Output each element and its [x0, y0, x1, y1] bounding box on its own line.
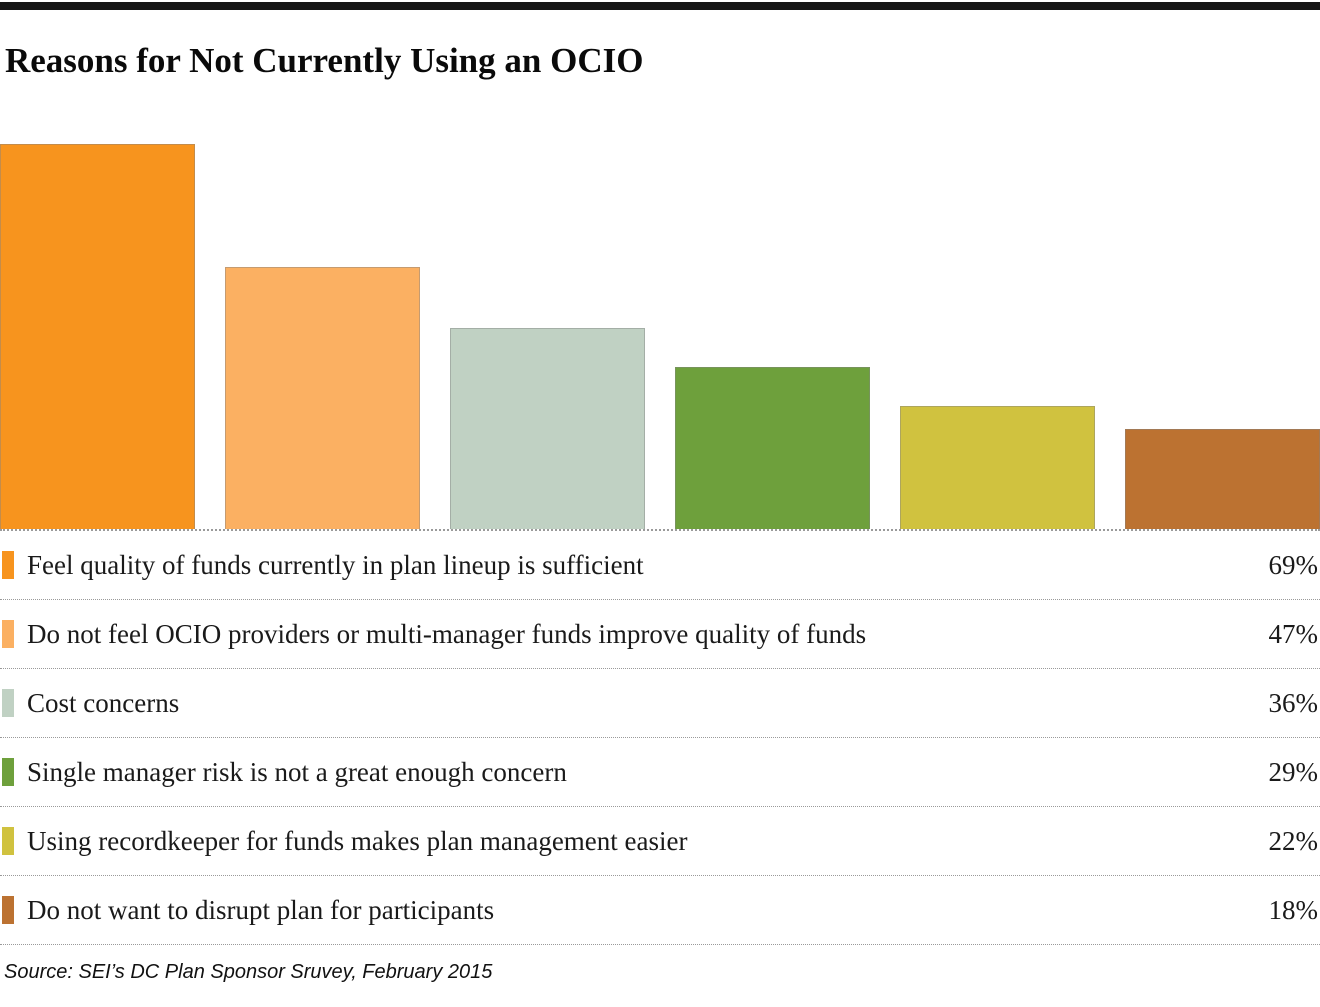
legend-label: Single manager risk is not a great enoug…	[27, 756, 567, 787]
legend-value: 22%	[1268, 825, 1319, 856]
bar-4	[675, 367, 870, 529]
bar-6	[1125, 429, 1320, 529]
source-note: Source: SEI’s DC Plan Sponsor Sruvey, Fe…	[4, 961, 493, 983]
legend-label: Do not feel OCIO providers or multi-mana…	[27, 618, 867, 649]
legend-swatch	[2, 896, 14, 924]
legend-table: Feel quality of funds currently in plan …	[0, 531, 1320, 945]
legend-row: Single manager risk is not a great enoug…	[0, 738, 1320, 807]
legend-value: 47%	[1268, 618, 1319, 649]
top-rule	[0, 2, 1320, 10]
page-title: Reasons for Not Currently Using an OCIO	[5, 41, 644, 80]
legend-value: 18%	[1268, 894, 1319, 925]
legend-row: Using recordkeeper for funds makes plan …	[0, 807, 1320, 876]
legend-label: Using recordkeeper for funds makes plan …	[27, 825, 688, 856]
legend-swatch	[2, 620, 14, 648]
legend-label: Do not want to disrupt plan for particip…	[27, 894, 495, 925]
legend-row: Do not want to disrupt plan for particip…	[0, 876, 1320, 945]
legend-row: Do not feel OCIO providers or multi-mana…	[0, 600, 1320, 669]
legend-label: Feel quality of funds currently in plan …	[27, 549, 644, 580]
legend-swatch	[2, 551, 14, 579]
bar-1	[0, 144, 195, 529]
legend-label: Cost concerns	[27, 687, 180, 718]
legend-value: 36%	[1268, 687, 1319, 718]
legend-swatch	[2, 758, 14, 786]
legend-swatch	[2, 689, 14, 717]
bar-5	[900, 406, 1095, 529]
legend-value: 69%	[1268, 549, 1319, 580]
bar-3	[450, 328, 645, 529]
legend-swatch	[2, 827, 14, 855]
bar-2	[225, 267, 420, 529]
legend-value: 29%	[1268, 756, 1319, 787]
legend-row: Feel quality of funds currently in plan …	[0, 531, 1320, 600]
legend-row: Cost concerns 36%	[0, 669, 1320, 738]
bar-plot-area	[0, 121, 1320, 531]
